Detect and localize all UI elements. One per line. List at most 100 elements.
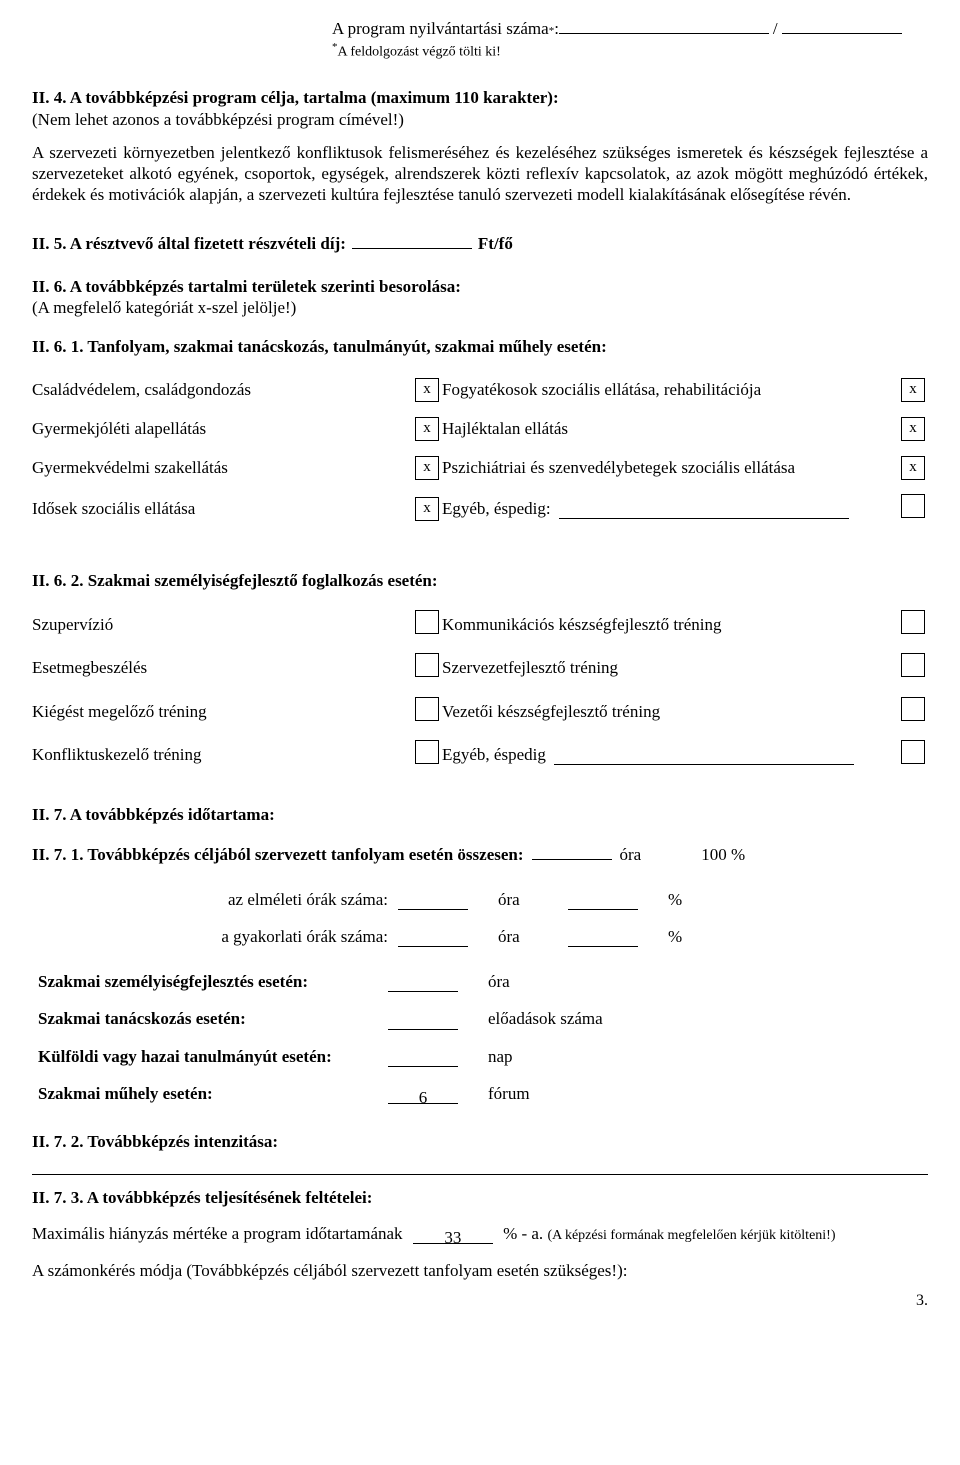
header-colon: : xyxy=(554,18,559,39)
checkbox[interactable]: x xyxy=(415,456,439,480)
checkbox[interactable]: x xyxy=(901,417,925,441)
header-blank-1[interactable] xyxy=(559,33,769,34)
category-table-1: Családvédelem, családgondozás x Fogyaték… xyxy=(32,370,928,530)
table-row: Szakmai műhely esetén: 6 fórum xyxy=(34,1076,607,1111)
max-label: Maximális hiányzás mértéke a program idő… xyxy=(32,1224,403,1243)
header-blank-2[interactable] xyxy=(782,33,902,34)
muhely-value[interactable]: 6 xyxy=(388,1087,458,1104)
checkbox[interactable]: x xyxy=(901,456,925,480)
section-II7-heading: II. 7. A továbbképzés időtartama: xyxy=(32,804,928,825)
checkbox[interactable] xyxy=(901,653,925,677)
other-blank[interactable] xyxy=(554,748,854,765)
section-II6-1-heading: II. 6. 1. Tanfolyam, szakmai tanácskozás… xyxy=(32,336,928,357)
II5-fee-blank[interactable] xyxy=(352,232,472,249)
section-II6-sub: (A megfelelő kategóriát x-szel jelölje!) xyxy=(32,297,928,318)
cat-label: Egyéb, éspedig: xyxy=(442,499,551,518)
pct-blank[interactable] xyxy=(568,930,638,947)
checkbox[interactable]: x xyxy=(415,497,439,521)
checkbox[interactable]: x xyxy=(415,417,439,441)
szem-label: Szakmai személyiségfejlesztés esetén: xyxy=(34,964,382,999)
section-II6-heading: II. 6. A továbbképzés tartalmi területek… xyxy=(32,276,928,297)
pct-label: % xyxy=(664,919,686,954)
checkbox[interactable] xyxy=(901,494,925,518)
duration-table: az elméleti órák száma: óra % a gyakorla… xyxy=(32,880,688,957)
max-tail: % - a. xyxy=(503,1224,547,1243)
cat-label: Konfliktuskezelő tréning xyxy=(32,733,412,776)
cat-label: Családvédelem, családgondozás xyxy=(32,370,412,409)
cat-label: Kommunikációs készségfejlesztő tréning xyxy=(442,603,898,646)
checkbox[interactable]: x xyxy=(901,378,925,402)
header-note: A feldolgozást végző tölti ki! xyxy=(338,45,501,60)
max-value[interactable]: 33 xyxy=(413,1227,493,1244)
II5-label: II. 5. A résztvevő által fizetett részvé… xyxy=(32,233,346,254)
checkbox[interactable] xyxy=(415,740,439,764)
nap-label: nap xyxy=(484,1039,607,1074)
checkbox[interactable] xyxy=(901,740,925,764)
section-II4-body: A szervezeti környezetben jelentkező kon… xyxy=(32,142,928,206)
pct-label: % xyxy=(664,882,686,917)
gyakorlati-blank[interactable] xyxy=(398,930,468,947)
checkbox[interactable]: x xyxy=(415,378,439,402)
section-II6-2-heading: II. 6. 2. Szakmai személyiségfejlesztő f… xyxy=(32,570,928,591)
cat-label: Hajléktalan ellátás xyxy=(442,409,898,448)
table-row: az elméleti órák száma: óra % xyxy=(34,882,686,917)
checkbox[interactable] xyxy=(415,610,439,634)
table-row: Családvédelem, családgondozás x Fogyaték… xyxy=(32,370,928,409)
cat-label: Pszichiátriai és szenvedélybetegek szoci… xyxy=(442,448,898,487)
elmeleti-blank[interactable] xyxy=(398,893,468,910)
cat-label: Kiégést megelőző tréning xyxy=(32,690,412,733)
section-II7-2-heading: II. 7. 2. Továbbképzés intenzitása: xyxy=(32,1131,928,1152)
section-II4-heading: II. 4. A továbbképzési program célja, ta… xyxy=(32,87,928,108)
cat-label: Vezetői készségfejlesztő tréning xyxy=(442,690,898,733)
cat-label: Esetmegbeszélés xyxy=(32,646,412,689)
table-row: Esetmegbeszélés Szervezetfejlesztő tréni… xyxy=(32,646,928,689)
II7-1-label: II. 7. 1. Továbbképzés céljából szerveze… xyxy=(32,844,524,865)
cat-label: Fogyatékosok szociális ellátása, rehabil… xyxy=(442,370,898,409)
table-row: Szakmai tanácskozás esetén: előadások sz… xyxy=(34,1001,607,1036)
table-row: Kiégést megelőző tréning Vezetői készség… xyxy=(32,690,928,733)
II5-unit: Ft/fő xyxy=(478,233,513,254)
cat-label: Szupervízió xyxy=(32,603,412,646)
header-slash: / xyxy=(769,18,782,39)
tan-label: Szakmai tanácskozás esetén: xyxy=(34,1001,382,1036)
pct100: 100 % xyxy=(701,844,745,865)
cat-label: Egyéb, éspedig xyxy=(442,745,546,764)
cat-label: Szervezetfejlesztő tréning xyxy=(442,646,898,689)
checkbox[interactable] xyxy=(415,697,439,721)
section-II5: II. 5. A résztvevő által fizetett részvé… xyxy=(32,232,928,254)
page-number: 3. xyxy=(32,1291,928,1311)
divider xyxy=(32,1174,928,1175)
category-table-2: Szupervízió Kommunikációs készségfejlesz… xyxy=(32,603,928,776)
ora-label: óra xyxy=(484,964,607,999)
checkbox[interactable] xyxy=(901,697,925,721)
kul-label: Külföldi vagy hazai tanulmányút esetén: xyxy=(34,1039,382,1074)
table-row: Konfliktuskezelő tréning Egyéb, éspedig xyxy=(32,733,928,776)
II7-1-total-blank[interactable] xyxy=(532,843,612,860)
table-row: a gyakorlati órák száma: óra % xyxy=(34,919,686,954)
ora-label: óra xyxy=(494,882,562,917)
cat-label: Gyermekvédelmi szakellátás xyxy=(32,448,412,487)
elmeleti-label: az elméleti órák száma: xyxy=(164,882,392,917)
max-absence: Maximális hiányzás mértéke a program idő… xyxy=(32,1223,928,1245)
blank[interactable] xyxy=(388,975,458,992)
table-row: Gyermekvédelmi szakellátás x Pszichiátri… xyxy=(32,448,928,487)
forum-label: fórum xyxy=(484,1076,607,1111)
table-row: Gyermekjóléti alapellátás x Hajléktalan … xyxy=(32,409,928,448)
ora-label: óra xyxy=(620,844,642,865)
table-row: Külföldi vagy hazai tanulmányút esetén: … xyxy=(34,1039,607,1074)
szamon-label: A számonkérés módja (Továbbképzés céljáb… xyxy=(32,1260,928,1281)
table-row: Idősek szociális ellátása x Egyéb, ésped… xyxy=(32,487,928,530)
other-blank[interactable] xyxy=(559,502,849,519)
checkbox[interactable] xyxy=(901,610,925,634)
checkbox[interactable] xyxy=(415,653,439,677)
blank[interactable] xyxy=(388,1013,458,1030)
eloadasok-label: előadások száma xyxy=(484,1001,607,1036)
blank[interactable] xyxy=(388,1050,458,1067)
cat-label: Idősek szociális ellátása xyxy=(32,487,412,530)
table-row: Szupervízió Kommunikációs készségfejlesz… xyxy=(32,603,928,646)
section-II4-sub: (Nem lehet azonos a továbbképzési progra… xyxy=(32,109,928,130)
duration-table-2: Szakmai személyiségfejlesztés esetén: ór… xyxy=(32,962,609,1113)
table-row: Szakmai személyiségfejlesztés esetén: ór… xyxy=(34,964,607,999)
gyakorlati-label: a gyakorlati órák száma: xyxy=(164,919,392,954)
pct-blank[interactable] xyxy=(568,893,638,910)
